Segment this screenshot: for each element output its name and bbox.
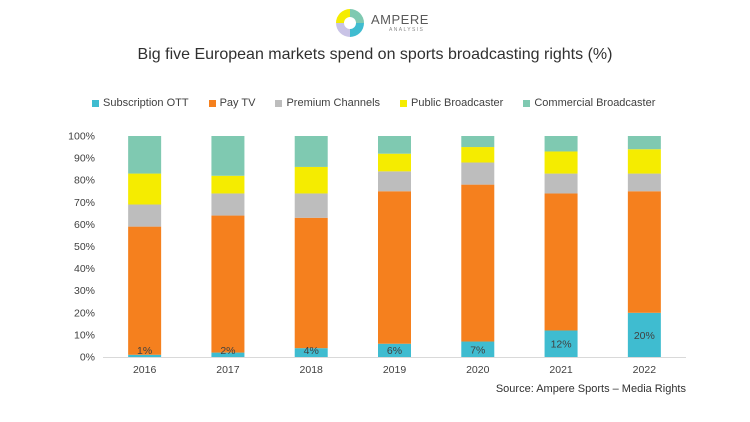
data-label-ott-2017: 2% [220,345,235,357]
x-tick-label: 2018 [300,364,324,376]
bar-segment-public-broadcaster-2019 [378,153,411,172]
brand-name: AMPERE [371,12,429,27]
bar-segment-subscription-ott-2018 [294,348,328,357]
x-tick-label: 2022 [633,364,657,376]
bar-segment-premium-channels-2016 [128,204,162,227]
legend-label: Premium Channels [286,97,381,109]
bar-segment-subscription-ott-2016 [128,354,162,357]
y-tick-label: 100% [68,131,95,143]
legend-label: Pay TV [219,97,256,109]
bar-segment-subscription-ott-2019 [378,343,411,357]
x-tick-label: 2016 [133,364,157,376]
bar-segment-pay-tv-2020 [461,184,495,342]
legend-item-commercial-broadcaster: Commercial Broadcaster [523,97,655,109]
legend-swatch [208,99,216,107]
data-label-ott-2021: 12% [551,339,572,351]
bar-segment-commercial-broadcaster-2020 [461,136,495,148]
y-tick-label: 20% [74,307,95,319]
data-label-ott-2018: 4% [304,345,319,357]
bar-segment-public-broadcaster-2022 [627,149,661,174]
bar-segment-commercial-broadcaster-2017 [211,136,245,176]
ampere-logo: AMPERE ANALYSIS [334,6,429,40]
legend-swatch [275,99,283,107]
y-tick-label: 90% [74,153,95,165]
legend-swatch [92,99,99,107]
y-tick-label: 40% [74,263,95,275]
bar-segment-premium-channels-2018 [294,193,328,218]
x-tick-label: 2019 [383,364,407,376]
bar-segment-commercial-broadcaster-2018 [294,136,328,167]
data-label-ott-2022: 20% [634,330,655,342]
legend-item-premium-channels: Premium Channels [275,97,380,109]
x-tick-label: 2021 [549,364,573,376]
legend-swatch [523,99,531,107]
bar-segment-public-broadcaster-2016 [128,173,162,205]
data-label-ott-2020: 7% [470,344,485,356]
bar-segment-commercial-broadcaster-2022 [627,136,661,150]
bar-segment-commercial-broadcaster-2021 [544,136,578,152]
bar-segment-public-broadcaster-2018 [294,166,328,194]
bar-segment-subscription-ott-2022 [627,312,661,357]
bar-segment-pay-tv-2017 [211,215,245,353]
y-tick-label: 60% [74,219,95,231]
bar-segment-commercial-broadcaster-2019 [378,136,411,154]
legend-item-pay-tv: Pay TV [208,97,256,109]
legend-item-public-broadcaster: Public Broadcaster [400,97,503,109]
brand-sub: ANALYSIS [389,27,425,33]
source-note: Source: Ampere Sports – Media Rights [495,383,686,395]
data-label-ott-2016: 1% [137,345,152,357]
y-tick-label: 80% [74,175,95,187]
x-tick-label: 2017 [216,364,240,376]
bar-segment-pay-tv-2021 [544,193,578,331]
bar-segment-premium-channels-2017 [211,193,245,216]
bar-segment-pay-tv-2016 [128,226,162,355]
legend-label: Public Broadcaster [411,97,504,109]
chart-legend: Subscription OTT Pay TV Premium Channels Pu… [92,94,675,112]
bar-segment-premium-channels-2022 [627,173,661,192]
data-label-ott-2019: 6% [387,345,402,357]
legend-label: Commercial Broadcaster [534,97,656,109]
y-tick-label: 10% [74,329,95,341]
bar-segment-pay-tv-2018 [294,217,328,349]
bar-segment-subscription-ott-2020 [461,341,495,357]
legend-item-subscription-ott: Subscription OTT [92,97,189,109]
bar-segment-public-broadcaster-2020 [461,147,495,163]
legend-label: Subscription OTT [103,97,189,109]
y-tick-label: 50% [74,241,95,253]
bar-segment-premium-channels-2020 [461,162,495,185]
bar-segment-subscription-ott-2017 [211,352,245,357]
x-tick-label: 2020 [466,364,490,376]
y-tick-label: 0% [80,352,95,364]
bar-segment-pay-tv-2022 [627,191,661,313]
bar-segment-commercial-broadcaster-2016 [128,136,162,174]
bar-segment-premium-channels-2021 [544,173,578,194]
bar-segment-public-broadcaster-2017 [211,175,245,194]
bar-segment-pay-tv-2019 [378,191,411,344]
y-tick-label: 30% [74,285,95,297]
bar-segment-premium-channels-2019 [378,171,411,192]
bar-segment-public-broadcaster-2021 [544,151,578,174]
chart-title: Big five European markets spend on sport… [137,46,613,63]
bar-segment-subscription-ott-2021 [544,330,578,357]
legend-swatch [400,99,408,107]
y-tick-label: 70% [74,197,95,209]
ampere-logo-icon [336,9,364,37]
